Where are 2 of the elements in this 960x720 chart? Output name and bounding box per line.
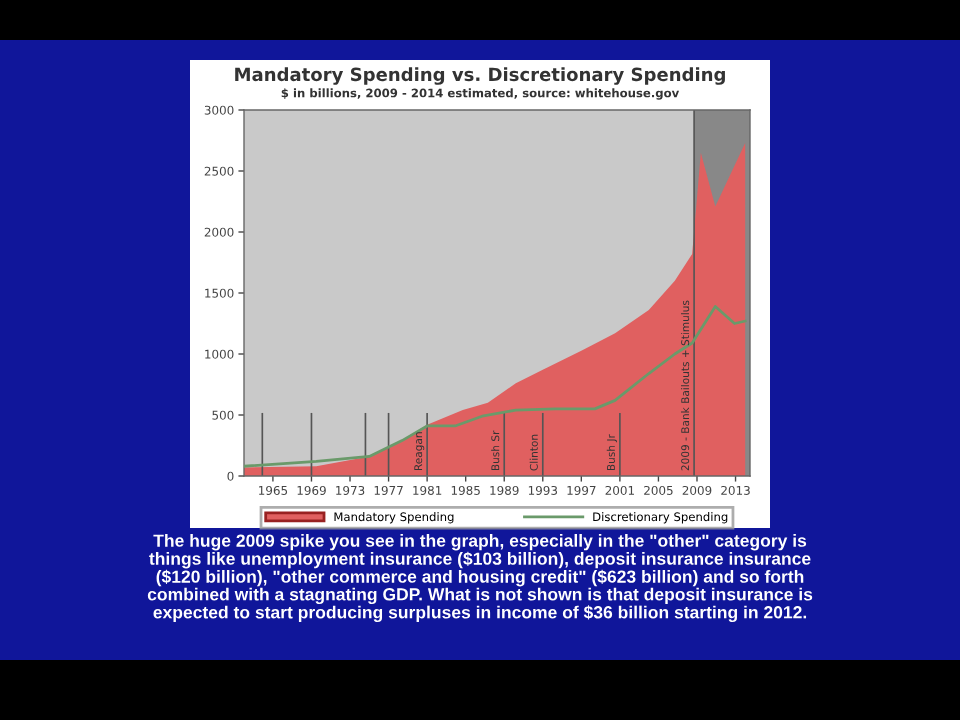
text: The huge 2009 spike you see in the graph, especially in the "other" category is things like unemployment insurance ($103 billion), deposit insurance insurance ($120 billion), "other commerce and housing credit" ($623 billion) and so forth combined with a stagnating GDP. What is not shown is that deposit insurance is expected to start producing surpluses in income of $36 billion starting in 2012.	[147, 534, 813, 623]
chart-title: Mandatory Spending vs. Discretionary Spending	[235, 67, 725, 85]
